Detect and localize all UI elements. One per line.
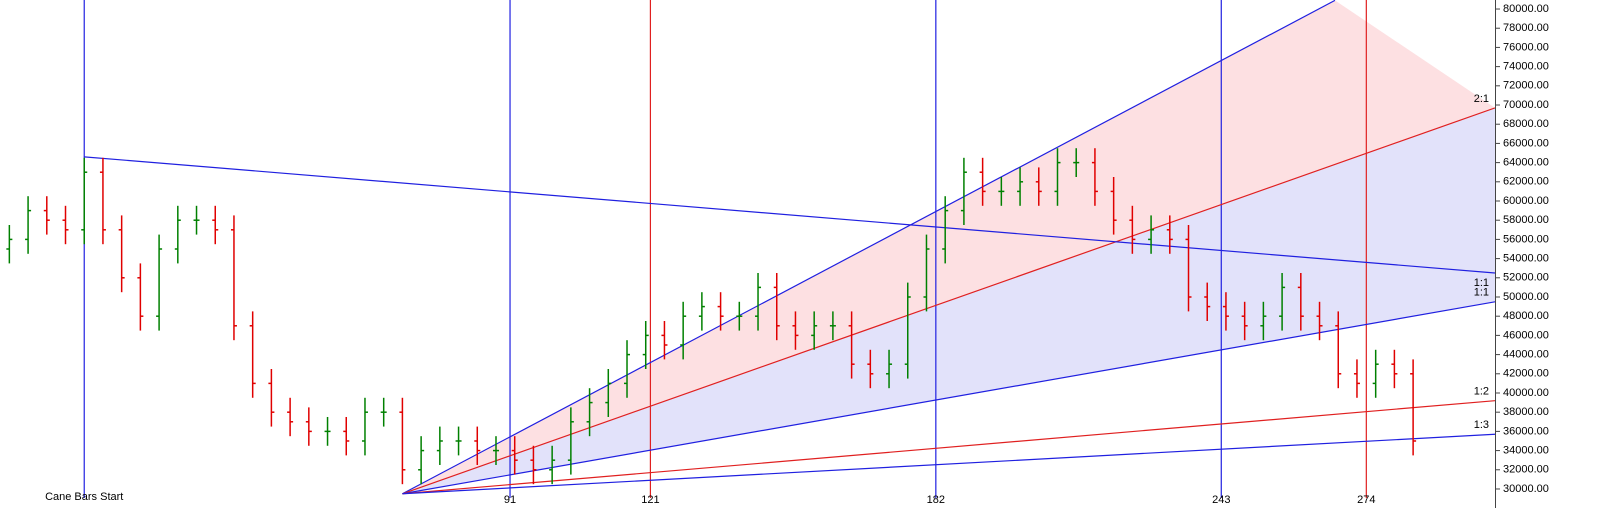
y-tick-label: 30000.00 bbox=[1503, 483, 1549, 495]
vertical-lines bbox=[83, 0, 1367, 498]
y-tick-label: 68000.00 bbox=[1503, 118, 1549, 130]
y-tick-label: 32000.00 bbox=[1503, 464, 1549, 476]
y-tick-label: 58000.00 bbox=[1503, 214, 1549, 226]
fan-line bbox=[402, 0, 1336, 495]
y-tick-label: 42000.00 bbox=[1503, 368, 1549, 380]
y-tick-label: 74000.00 bbox=[1503, 61, 1549, 73]
labels: 2:1 1:1 1:2 1:3 1:1 91 121 182 243 274 Cane Bars S… bbox=[45, 93, 1489, 506]
fan-line bbox=[402, 400, 1495, 495]
y-tick-label: 72000.00 bbox=[1503, 80, 1549, 92]
fan-line bbox=[402, 301, 1495, 495]
y-tick-label: 48000.00 bbox=[1503, 310, 1549, 322]
y-tick-label: 66000.00 bbox=[1503, 137, 1549, 149]
y-tick-label: 56000.00 bbox=[1503, 233, 1549, 245]
y-axis: 30000.00 32000.00 34000.00 36000.00 38000.00… bbox=[1495, 0, 1600, 508]
y-tick-label: 40000.00 bbox=[1503, 387, 1549, 399]
fan-label: 1:3 bbox=[1474, 419, 1489, 431]
fan-line bbox=[84, 156, 1495, 274]
x-tick-label: 121 bbox=[641, 494, 659, 506]
y-tick-label: 78000.00 bbox=[1503, 22, 1549, 34]
fan-label: 2:1 bbox=[1474, 93, 1489, 105]
y-tick-label: 50000.00 bbox=[1503, 291, 1549, 303]
price-bars bbox=[6, 148, 1417, 485]
x-tick-label: 182 bbox=[927, 494, 945, 506]
fan-line bbox=[402, 433, 1495, 495]
annotation: Cane Bars Start bbox=[45, 491, 123, 503]
x-tick-label: 274 bbox=[1357, 494, 1375, 506]
y-tick-label: 46000.00 bbox=[1503, 329, 1549, 341]
y-tick-label: 54000.00 bbox=[1503, 253, 1549, 265]
y-tick-label: 60000.00 bbox=[1503, 195, 1549, 207]
y-tick-label: 34000.00 bbox=[1503, 444, 1549, 456]
y-tick-label: 62000.00 bbox=[1503, 176, 1549, 188]
fan-label: 1:2 bbox=[1474, 386, 1489, 398]
fan-lines bbox=[84, 0, 1495, 495]
fan-line bbox=[402, 107, 1495, 495]
y-tick-label: 70000.00 bbox=[1503, 99, 1549, 111]
x-tick-label: 243 bbox=[1212, 494, 1230, 506]
fan-fills bbox=[402, 0, 1495, 494]
y-tick-label: 52000.00 bbox=[1503, 272, 1549, 284]
y-tick-label: 76000.00 bbox=[1503, 41, 1549, 53]
y-tick-label: 38000.00 bbox=[1503, 406, 1549, 418]
x-tick-label: 91 bbox=[504, 494, 516, 506]
y-tick-label: 80000.00 bbox=[1503, 3, 1549, 15]
y-tick-label: 64000.00 bbox=[1503, 157, 1549, 169]
y-tick-label: 44000.00 bbox=[1503, 348, 1549, 360]
fan-label: 1:1 bbox=[1474, 287, 1489, 299]
fan-label: 1:1 bbox=[1474, 277, 1489, 289]
y-tick-label: 36000.00 bbox=[1503, 425, 1549, 437]
axis-panel bbox=[1495, 0, 1600, 508]
